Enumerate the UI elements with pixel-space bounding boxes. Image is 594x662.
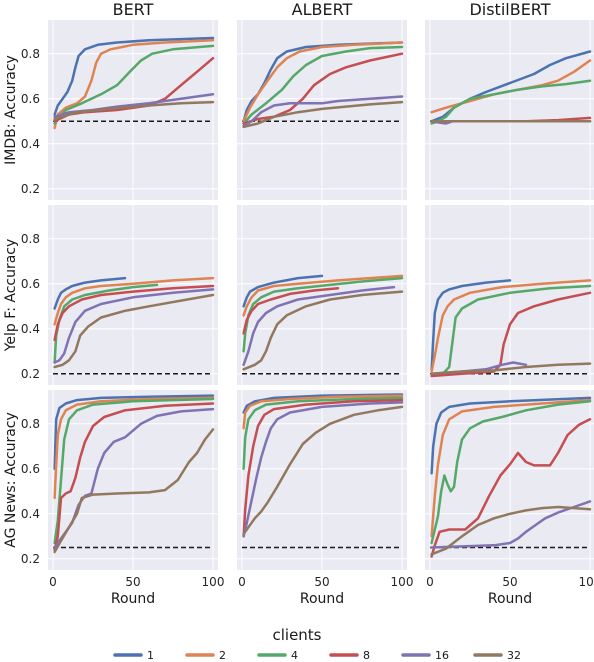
panel-r1-c1 — [237, 205, 407, 385]
x-axis-label: Round — [300, 591, 344, 607]
panel-r2-c0: 0.2 0.4 0.6 0.8AG News: Accuracy 0 50 100 Round — [3, 390, 224, 607]
series-line-4 — [53, 397, 215, 545]
legend-label: 32 — [507, 649, 521, 662]
series-line-8 — [242, 52, 404, 125]
y-tick-label: 0.6 — [21, 277, 40, 291]
y-tick-label: 0.8 — [21, 47, 40, 61]
x-tick-label: 100 — [391, 575, 414, 589]
series-line-4 — [53, 44, 215, 125]
series-line-1 — [242, 393, 404, 414]
series-line-4 — [430, 79, 592, 125]
series-line-16 — [430, 500, 592, 549]
legend-item-32: 32 — [473, 649, 521, 662]
legend: clients 1 2 4 8 16 32 — [113, 626, 521, 662]
y-tick-label: 0.4 — [21, 322, 40, 336]
legend-title: clients — [272, 626, 321, 644]
y-tick-label: 0.2 — [21, 367, 40, 381]
row-label: IMDB: Accuracy — [3, 55, 19, 165]
row-label: AG News: Accuracy — [3, 412, 19, 548]
series-line-8 — [53, 402, 215, 552]
column-title: BERT — [113, 0, 154, 19]
series-line-8 — [53, 284, 215, 342]
series-line-2 — [430, 279, 592, 373]
series-line-4 — [430, 284, 592, 376]
x-tick-label: 0 — [238, 575, 246, 589]
series-line-8 — [242, 398, 404, 538]
series-line-2 — [430, 398, 592, 538]
series-line-8 — [242, 287, 340, 335]
panel-r0-c2: DistilBERT — [425, 0, 594, 200]
x-tick-label: 100 — [202, 575, 225, 589]
series-line-1 — [242, 274, 324, 308]
legend-label: 16 — [435, 649, 449, 662]
series-line-32 — [53, 428, 215, 554]
series-line-1 — [430, 279, 512, 371]
series-line-8 — [430, 291, 592, 378]
series-line-32 — [53, 293, 215, 369]
y-tick-label: 0.4 — [21, 137, 40, 151]
panel-r1-c2 — [425, 205, 594, 385]
series-line-16 — [53, 288, 215, 364]
series-line-1 — [53, 394, 215, 471]
column-title: DistilBERT — [469, 0, 550, 19]
y-tick-label: 0.8 — [21, 417, 40, 431]
series-line-2 — [53, 396, 215, 500]
series-line-16 — [242, 401, 404, 538]
series-line-32 — [53, 100, 215, 121]
row-label: Yelp F: Accuracy — [3, 239, 19, 353]
legend-item-4: 4 — [257, 649, 298, 662]
panel-r2-c1: 0 50 100 Round — [237, 390, 413, 607]
panel-r2-c2: 0 50 100 Round — [425, 390, 594, 607]
series-line-16 — [53, 93, 215, 119]
panel-r0-c1: ALBERT — [237, 0, 407, 200]
legend-item-1: 1 — [113, 649, 154, 662]
x-tick-label: 0 — [426, 575, 434, 589]
x-tick-label: 50 — [502, 575, 517, 589]
series-line-2 — [53, 276, 215, 326]
y-tick-label: 0.2 — [21, 552, 40, 566]
legend-label: 4 — [291, 649, 298, 662]
column-title: ALBERT — [292, 0, 353, 19]
x-tick-label: 0 — [49, 575, 57, 589]
y-tick-label: 0.6 — [21, 462, 40, 476]
legend-label: 8 — [363, 649, 370, 662]
series-line-32 — [242, 405, 404, 536]
series-line-8 — [430, 418, 592, 558]
legend-item-8: 8 — [329, 649, 370, 662]
x-axis-label: Round — [488, 591, 532, 607]
series-line-4 — [242, 45, 404, 125]
y-tick-label: 0.8 — [21, 232, 40, 246]
x-tick-label: 50 — [125, 575, 140, 589]
y-tick-label: 0.4 — [21, 507, 40, 521]
series-line-1 — [430, 396, 592, 475]
y-tick-label: 0.2 — [21, 182, 40, 196]
series-line-32 — [430, 362, 592, 376]
x-tick-label: 100 — [579, 575, 594, 589]
legend-label: 2 — [219, 649, 226, 662]
series-line-4 — [430, 400, 592, 545]
series-line-1 — [53, 276, 127, 310]
series-line-32 — [430, 505, 592, 556]
series-line-32 — [242, 290, 404, 371]
legend-item-16: 16 — [401, 649, 449, 662]
series-line-2 — [53, 39, 215, 130]
series-line-16 — [242, 285, 396, 367]
series-line-2 — [242, 394, 404, 430]
series-line-4 — [242, 396, 404, 471]
x-axis-label: Round — [111, 591, 155, 607]
series-line-16 — [242, 95, 404, 128]
series-line-2 — [242, 41, 404, 123]
y-tick-label: 0.6 — [21, 92, 40, 106]
legend-label: 1 — [147, 649, 154, 662]
x-tick-label: 50 — [314, 575, 329, 589]
legend-item-2: 2 — [185, 649, 226, 662]
series-line-2 — [242, 274, 404, 317]
series-line-32 — [242, 100, 404, 129]
series-line-1 — [53, 36, 215, 116]
